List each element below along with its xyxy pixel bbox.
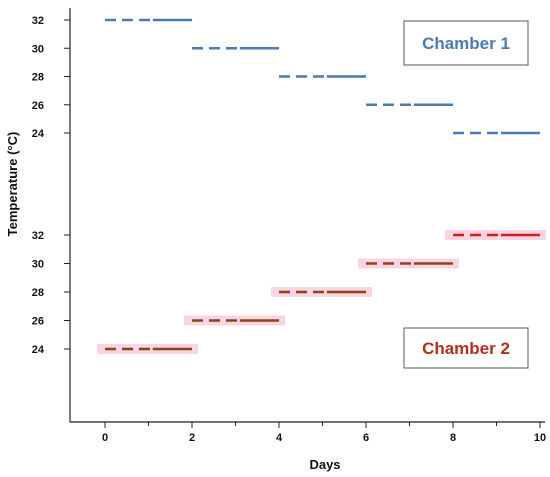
chamber-2-step-3 (271, 287, 372, 297)
legend-chamber-1: Chamber 1 (403, 20, 529, 66)
legend-chamber-2: Chamber 2 (403, 327, 529, 369)
y-ticks: 32 30 28 26 24 32 30 28 26 24 (32, 15, 70, 356)
y-tick-label: 32 (32, 230, 44, 242)
chamber-2-step-4 (358, 258, 459, 269)
y-tick-label: 30 (32, 259, 44, 271)
x-tick-label: 0 (102, 432, 108, 444)
chamber-2-step-1 (97, 344, 198, 354)
x-tick-label: 2 (189, 432, 195, 444)
x-ticks: 0 2 4 6 8 10 (102, 422, 546, 444)
y-tick-label: 30 (32, 43, 44, 55)
y-axis-title: Temperature (°C) (5, 132, 20, 237)
x-tick-label: 6 (363, 432, 369, 444)
legend-chamber-2-box (403, 327, 529, 369)
x-tick-label: 10 (534, 432, 546, 444)
x-tick-label: 8 (450, 432, 456, 444)
chamber-2-step-5 (445, 230, 546, 240)
series-layer (97, 18, 546, 354)
y-tick-label: 26 (32, 100, 44, 112)
y-tick-label: 24 (32, 128, 45, 140)
y-tick-label: 28 (32, 287, 44, 299)
y-tick-label: 24 (32, 344, 45, 356)
chamber-2-step-2 (184, 315, 285, 326)
legend-chamber-1-label: Chamber 1 (422, 34, 510, 53)
x-axis-title: Days (309, 457, 340, 472)
x-tick-label: 4 (276, 432, 283, 444)
y-tick-label: 28 (32, 72, 44, 84)
legend-chamber-1-box (403, 20, 529, 66)
legend-chamber-2-label: Chamber 2 (422, 339, 510, 358)
y-tick-label: 26 (32, 316, 44, 328)
y-tick-label: 32 (32, 15, 44, 27)
